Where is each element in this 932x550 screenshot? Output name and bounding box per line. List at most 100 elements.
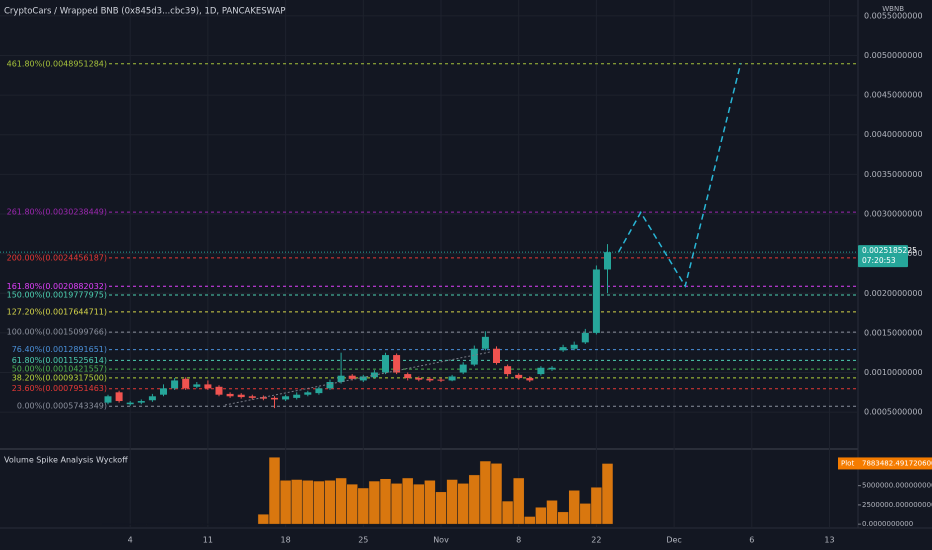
candle-body xyxy=(104,396,112,403)
candle-body xyxy=(404,374,412,379)
volume-bar xyxy=(535,506,547,525)
volume-bar xyxy=(202,523,214,525)
candle-body xyxy=(426,378,434,381)
volume-bar xyxy=(157,523,170,525)
candle-body xyxy=(271,397,278,400)
x-tick-label: Dec xyxy=(666,536,681,545)
candle-body xyxy=(548,367,556,370)
volume-bar xyxy=(135,523,148,525)
candle-body xyxy=(415,378,423,380)
fib-label: 161.80%(0.0020882032) xyxy=(7,282,107,291)
volume-bar xyxy=(479,460,492,525)
y-tick-label: 0.0015000000 xyxy=(864,328,923,337)
chart-title: CryptoCars / Wrapped BNB (0x845d3...cbc3… xyxy=(4,7,286,17)
fib-label: 200.00%(0.0024456187) xyxy=(7,253,107,262)
fib-label: 23.60%(0.0007951463) xyxy=(12,384,107,393)
candle-body xyxy=(437,379,445,381)
candle-body xyxy=(592,269,600,333)
fib-label: 50.00%(0.0010421557) xyxy=(12,365,107,374)
candle-body xyxy=(326,382,334,389)
volume-bar xyxy=(357,487,370,525)
volume-bar xyxy=(546,500,558,525)
volume-bar xyxy=(102,523,114,525)
y-tick-label: 0.0055000000 xyxy=(864,11,923,20)
volume-bar xyxy=(324,480,336,525)
volume-bar xyxy=(413,483,425,525)
marks xyxy=(102,63,858,525)
candle-body xyxy=(160,388,167,395)
volume-bar xyxy=(468,474,481,525)
last-price: 0.0025185225 xyxy=(862,246,917,255)
x-tick-label: 6 xyxy=(749,536,754,545)
volume-bar xyxy=(290,479,303,525)
y-tick-label: 0.0050000000 xyxy=(864,51,923,60)
volume-bar xyxy=(490,463,503,525)
volume-bar xyxy=(390,483,403,525)
x-tick-label: 4 xyxy=(128,536,133,545)
volume-bar xyxy=(257,513,270,525)
volume-bar xyxy=(590,486,603,525)
volume-bar xyxy=(168,523,181,525)
candle-body xyxy=(204,384,212,389)
candle-body xyxy=(382,355,389,373)
candle-body xyxy=(137,401,145,403)
volume-bar xyxy=(124,523,136,525)
volume-tick-label: 5000000.0000000000 xyxy=(862,482,932,490)
candle-body xyxy=(359,376,367,381)
candle-body xyxy=(559,347,567,351)
candle-body xyxy=(148,396,156,401)
volume-tick-label: 2500000.0000000000 xyxy=(862,501,932,509)
x-tick-label: 22 xyxy=(591,536,601,545)
candle-body xyxy=(259,397,267,399)
candle-body xyxy=(515,374,523,379)
volume-bar xyxy=(213,523,225,525)
volume-bar xyxy=(302,480,314,525)
volume-bar xyxy=(246,523,259,525)
candle-body xyxy=(470,348,478,365)
volume-bar xyxy=(146,523,159,525)
volume-bar xyxy=(401,477,414,525)
candle-body xyxy=(304,392,312,395)
volume-tick-label: 0.0000000000 xyxy=(862,520,913,528)
candle-body xyxy=(448,376,456,381)
volume-bar xyxy=(435,491,447,525)
volume-bar xyxy=(313,480,325,525)
x-tick-label: Nov xyxy=(433,536,449,545)
candle-body xyxy=(348,375,356,379)
fib-label: 461.80%(0.0048951284) xyxy=(7,59,107,68)
volume-bar xyxy=(379,478,392,525)
y-tick-label: 0.0035000000 xyxy=(864,170,923,179)
candle-body xyxy=(248,396,256,398)
x-tick-label: 13 xyxy=(824,536,834,545)
candle-body xyxy=(459,364,467,373)
volume-bar xyxy=(446,479,458,525)
countdown: 07:20:53 xyxy=(862,256,896,265)
candle-body xyxy=(237,394,245,398)
volume-bar xyxy=(501,500,514,525)
x-tick-label: 25 xyxy=(358,536,368,545)
candle-body xyxy=(182,378,190,389)
candle-body xyxy=(537,367,545,375)
volume-bar xyxy=(224,523,236,525)
x-tick-label: 8 xyxy=(516,536,521,545)
candle-body xyxy=(226,393,234,397)
volume-bar xyxy=(191,523,203,525)
volume-bar xyxy=(335,477,347,525)
volume-bar xyxy=(279,480,292,525)
candle-body xyxy=(115,392,123,402)
candle-body xyxy=(570,344,578,349)
volume-bar xyxy=(601,463,614,525)
volume-bar xyxy=(179,523,192,525)
x-tick-label: 11 xyxy=(203,536,213,545)
candle-body xyxy=(126,402,134,405)
candle-body xyxy=(481,336,489,349)
volume-bar xyxy=(568,490,580,525)
volume-bar xyxy=(268,456,281,525)
y-tick-label: 0.0005000000 xyxy=(864,408,923,417)
candle-body xyxy=(604,252,611,270)
y-tick-label: 0.0040000000 xyxy=(864,130,923,139)
fib-label: 76.40%(0.0012891651) xyxy=(12,345,107,354)
candle-body xyxy=(293,394,301,398)
volume-bar xyxy=(368,480,381,525)
